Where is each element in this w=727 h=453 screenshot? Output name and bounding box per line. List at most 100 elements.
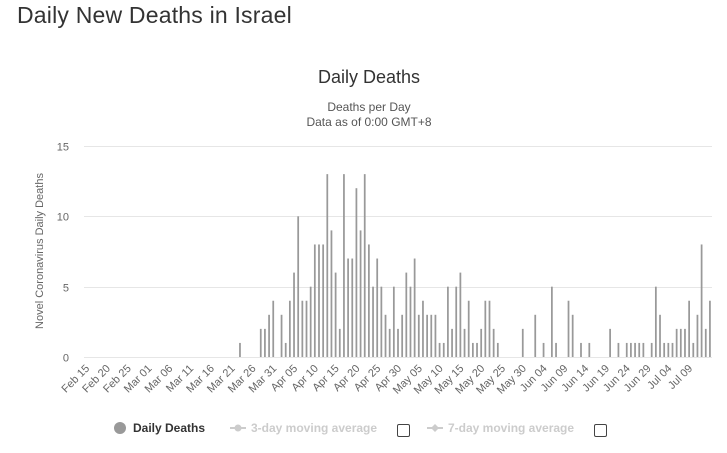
bar	[392, 286, 395, 357]
7-day-average-checkbox[interactable]	[594, 424, 607, 437]
bar	[580, 342, 582, 357]
y-axis-title: Novel Coronavirus Daily Deaths	[34, 173, 46, 329]
bar	[700, 244, 703, 357]
legend-symbol-dot	[234, 424, 242, 432]
bar	[413, 258, 416, 357]
bar	[634, 342, 636, 357]
y-tick-label: 5	[63, 283, 69, 295]
bar	[338, 328, 341, 357]
bar-series	[239, 174, 711, 357]
bar	[330, 230, 333, 357]
bar	[297, 216, 300, 357]
page-title: Daily New Deaths in Israel	[17, 2, 292, 28]
bar	[434, 314, 437, 357]
bar	[380, 286, 383, 357]
bar	[688, 300, 690, 357]
bar	[376, 258, 379, 357]
y-axis-ticks: 0 5 10 15	[57, 142, 69, 365]
bar	[313, 244, 316, 357]
bar	[675, 328, 678, 357]
bar	[650, 342, 653, 357]
bar	[459, 272, 462, 357]
bar	[442, 342, 445, 357]
bar	[426, 314, 428, 357]
chart-title: Daily Deaths	[318, 67, 420, 87]
bar	[467, 300, 470, 357]
bar	[555, 342, 557, 357]
bar	[480, 328, 483, 357]
bar	[422, 300, 424, 357]
y-tick-label: 15	[57, 142, 69, 154]
bar	[447, 286, 449, 357]
bar	[571, 314, 574, 357]
bar	[625, 342, 628, 357]
bar	[671, 342, 674, 357]
legend-symbol-circle	[114, 422, 126, 434]
bar	[405, 272, 408, 357]
bar	[484, 300, 487, 357]
bar	[654, 286, 657, 357]
bar	[642, 342, 645, 357]
bar	[284, 342, 287, 357]
bar	[309, 286, 312, 357]
bar	[355, 188, 358, 357]
bar	[704, 328, 707, 357]
bar	[359, 230, 362, 357]
bar	[659, 314, 661, 357]
bar	[609, 328, 611, 357]
bar	[430, 314, 433, 357]
bar	[384, 314, 387, 357]
bar	[617, 342, 620, 357]
bar	[272, 300, 275, 357]
bar	[588, 342, 591, 357]
bar	[709, 300, 711, 357]
bar	[630, 342, 632, 357]
bar	[696, 314, 699, 357]
bar	[239, 342, 241, 357]
bar	[679, 328, 682, 357]
bar	[318, 244, 320, 357]
bar	[259, 328, 262, 357]
bar	[347, 258, 349, 357]
legend: Daily Deaths 3-day moving average 7-day mo…	[114, 421, 574, 435]
bar	[438, 342, 441, 357]
chart-subtitle-line: Deaths per Day	[327, 100, 410, 114]
bar	[288, 300, 291, 357]
bar	[455, 286, 458, 357]
3-day-average-checkbox[interactable]	[397, 424, 410, 437]
legend-label[interactable]: Daily Deaths	[133, 421, 205, 435]
bar	[401, 314, 404, 357]
bar	[492, 328, 495, 357]
bar	[334, 272, 337, 357]
bar	[368, 244, 370, 357]
bar	[264, 328, 266, 357]
bar	[409, 286, 412, 357]
bar	[451, 328, 453, 357]
bar	[417, 314, 420, 357]
bar	[351, 258, 354, 357]
bar	[684, 328, 686, 357]
bar	[305, 300, 308, 357]
gridlines	[84, 146, 712, 358]
bar	[488, 300, 491, 357]
bar	[471, 342, 474, 357]
y-tick-label: 0	[63, 353, 69, 365]
bar	[567, 300, 570, 357]
bar	[322, 244, 325, 357]
bar	[397, 328, 399, 357]
chart-subtitle-line: Data as of 0:00 GMT+8	[306, 115, 431, 129]
bar	[363, 174, 366, 357]
bar	[326, 174, 329, 357]
legend-label[interactable]: 3-day moving average	[251, 421, 377, 435]
bar	[280, 314, 283, 357]
bar	[301, 300, 304, 357]
bar	[542, 342, 545, 357]
bar	[667, 342, 670, 357]
bar	[476, 342, 478, 357]
legend-label[interactable]: 7-day moving average	[448, 421, 574, 435]
y-tick-label: 10	[57, 212, 69, 224]
x-tick-label: Jul 09	[666, 363, 695, 392]
legend-symbol-diamond	[431, 424, 439, 432]
